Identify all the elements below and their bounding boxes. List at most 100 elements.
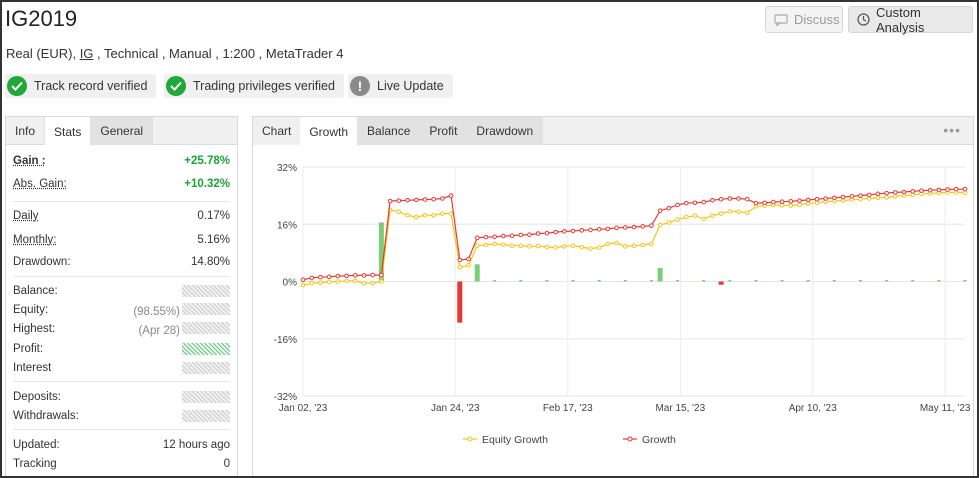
data-point — [657, 208, 663, 213]
redacted-value — [182, 391, 230, 403]
bar-tick — [963, 280, 967, 282]
stats-tabs: Info Stats General — [6, 117, 237, 146]
data-point — [535, 231, 541, 236]
chart-heading: Chart — [253, 117, 301, 145]
gain-label[interactable]: Gain : — [13, 155, 46, 167]
interest-label: Interest — [13, 362, 52, 374]
data-point — [875, 191, 881, 197]
data-point — [605, 226, 611, 232]
check-icon — [166, 76, 186, 96]
tab-growth[interactable]: Growth — [300, 117, 359, 146]
data-point — [492, 234, 497, 240]
data-point — [518, 243, 524, 249]
daily-bar — [474, 264, 480, 282]
data-point — [352, 273, 358, 278]
data-point — [649, 223, 654, 228]
data-point — [675, 217, 680, 222]
drawdown-label: Drawdown: — [13, 256, 71, 268]
data-point — [300, 277, 306, 283]
data-point — [448, 211, 454, 216]
divider — [13, 429, 230, 430]
data-point — [422, 197, 428, 202]
tab-stats[interactable]: Stats — [45, 117, 92, 146]
equity-percent: (98.55%) — [133, 305, 180, 318]
tab-info[interactable]: Info — [6, 117, 46, 145]
x-tick-label: Mar 15, '23 — [655, 403, 705, 414]
data-point — [666, 205, 672, 211]
data-point — [492, 241, 497, 247]
data-point — [344, 273, 349, 279]
data-point — [588, 227, 593, 233]
data-point — [483, 234, 489, 240]
more-options-icon[interactable]: ••• — [943, 122, 961, 138]
data-point — [683, 200, 689, 206]
tab-profit[interactable]: Profit — [420, 117, 468, 145]
bar-tick — [728, 280, 732, 282]
x-tick-label: Jan 02, '23 — [279, 403, 328, 414]
legend-marker — [627, 436, 633, 442]
data-point — [605, 241, 611, 247]
divider — [13, 276, 230, 277]
data-point — [936, 187, 942, 193]
daily-bar — [378, 222, 384, 282]
data-point — [553, 245, 558, 250]
x-tick-label: Apr 10, '23 — [789, 403, 837, 414]
data-point — [840, 198, 846, 203]
data-point — [596, 226, 602, 232]
bar-tick — [676, 280, 680, 282]
data-point — [405, 213, 410, 218]
tab-drawdown[interactable]: Drawdown — [467, 117, 544, 145]
daily-bar — [657, 267, 663, 282]
growth-chart: 32% 16% 0% -16% -32%Jan 02, '23 Jan 24, '23 Fe… — [274, 163, 971, 446]
updated-value: 12 hours ago — [162, 439, 230, 451]
legend-marker — [467, 436, 473, 442]
data-point — [352, 278, 358, 284]
redacted-value — [182, 410, 230, 422]
discuss-button[interactable]: Discuss — [765, 6, 843, 33]
data-point — [544, 244, 550, 250]
x-tick-label: Feb 17, '23 — [543, 403, 593, 414]
data-point — [858, 196, 863, 202]
data-point — [326, 274, 332, 280]
data-point — [640, 224, 646, 229]
data-point — [466, 263, 471, 268]
bar-tick — [937, 280, 941, 282]
data-point — [866, 192, 872, 198]
bar-tick — [649, 280, 653, 282]
daily-label[interactable]: Daily — [13, 210, 39, 222]
data-point — [666, 220, 672, 225]
data-point — [387, 198, 393, 204]
data-point — [692, 200, 698, 206]
data-point — [466, 256, 471, 262]
custom-analysis-button[interactable]: Custom Analysis — [848, 5, 973, 35]
tab-balance[interactable]: Balance — [358, 117, 421, 145]
broker-link[interactable]: IG — [79, 46, 94, 61]
tracking-row: Tracking 0 — [13, 455, 230, 473]
data-point — [779, 202, 785, 208]
data-point — [910, 189, 916, 194]
tab-general[interactable]: General — [91, 117, 154, 145]
bar-tick — [885, 280, 889, 282]
data-point — [501, 242, 506, 247]
highest-label: Highest: — [13, 323, 56, 335]
tracking-value: 0 — [223, 458, 230, 470]
equity-row: Equity: (98.55%) — [13, 301, 230, 319]
data-point — [797, 202, 802, 207]
data-point — [588, 246, 593, 251]
exclamation-icon: ! — [350, 76, 370, 96]
abs-gain-label[interactable]: Abs. Gain: — [13, 178, 67, 190]
monthly-label[interactable]: Monthly: — [13, 234, 57, 246]
data-point — [553, 229, 558, 235]
interest-row: Interest — [13, 359, 230, 377]
tracking-label: Tracking — [13, 458, 57, 470]
clock-icon — [857, 13, 870, 26]
live-update-badge: ! Live Update — [348, 74, 453, 98]
bar-tick — [545, 280, 549, 282]
data-point — [379, 272, 384, 278]
data-point — [858, 193, 863, 198]
data-point — [753, 200, 759, 206]
data-point — [701, 199, 706, 205]
data-point — [683, 214, 689, 220]
data-point — [884, 195, 889, 200]
data-point — [718, 211, 724, 216]
